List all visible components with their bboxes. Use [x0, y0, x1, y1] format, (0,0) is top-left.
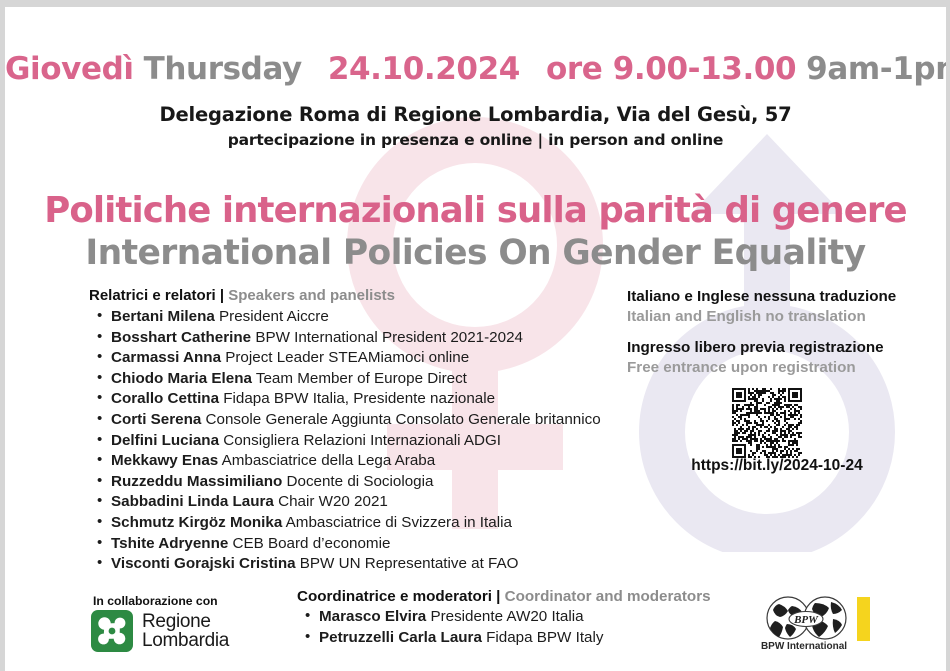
speaker-item: Mekkawy Enas Ambasciatrice della Lega Ar… [89, 450, 629, 472]
speaker-item: Corti Serena Console Generale Aggiunta C… [89, 409, 629, 431]
speaker-item: Schmutz Kirgöz Monika Ambasciatrice di S… [89, 512, 629, 534]
registration-url-link[interactable]: https://bit.ly/2024-10-24 [691, 457, 863, 474]
registration-info-section: Italiano e Inglese nessuna traduzione It… [627, 287, 927, 378]
rosa-camuna-icon [91, 610, 133, 652]
speaker-name: Delfini Luciana [111, 431, 220, 449]
event-datetime-header: Giovedì Thursday 24.10.2024 ore 9.00-13.00 9… [5, 51, 946, 87]
event-date: 24.10.2024 [327, 51, 521, 87]
speaker-role: BPW International President 2021-2024 [251, 328, 523, 346]
moderator-item: Petruzzelli Carla Laura Fidapa BPW Italy [297, 627, 737, 649]
moderators-heading-italian: Coordinatrice e moderatori | [297, 588, 501, 605]
speakers-heading-italian: Relatrici e relatori | [89, 287, 225, 304]
entrance-note-italian: Ingresso libero previa registrazione [627, 339, 884, 356]
speaker-name: Bosshart Catherine [111, 328, 252, 346]
speaker-item: Visconti Gorajski Cristina BPW UN Repres… [89, 553, 629, 575]
collaboration-label: In collaborazione con [93, 594, 218, 608]
page-title-english: International Policies On Gender Equalit… [85, 233, 866, 273]
regione-lombardia-logo: Regione Lombardia [91, 610, 229, 652]
moderator-role: Fidapa BPW Italy [481, 628, 604, 646]
bpw-international-logo: BPW [766, 596, 870, 641]
speaker-name: Visconti Gorajski Cristina [111, 555, 296, 573]
speakers-list: Bertani Milena President AiccreBosshart … [89, 306, 629, 575]
speaker-item: Bertani Milena President Aiccre [89, 306, 629, 328]
language-note-english: Italian and English no translation [627, 308, 866, 325]
speaker-role: Ambasciatrice della Lega Araba [218, 452, 436, 470]
speaker-role: Fidapa BPW Italia, Presidente nazionale [219, 390, 496, 408]
entrance-note-english: Free entrance upon registration [627, 359, 856, 376]
speaker-role: BPW UN Representative at FAO [295, 555, 519, 573]
qr-code-canvas[interactable] [732, 388, 802, 458]
speaker-item: Bosshart Catherine BPW International Pre… [89, 327, 629, 349]
bpw-monogram: BPW [793, 614, 819, 626]
moderator-name: Marasco Elvira [319, 608, 427, 625]
speaker-role: CEB Board d’economie [228, 534, 391, 552]
speaker-name: Chiodo Maria Elena [111, 369, 252, 387]
speaker-item: Ruzzeddu Massimiliano Docente di Sociolo… [89, 471, 629, 493]
speaker-role: Team Member of Europe Direct [251, 369, 467, 387]
speaker-item: Carmassi Anna Project Leader STEAMiamoci… [89, 347, 629, 369]
speaker-item: Corallo Cettina Fidapa BPW Italia, Presi… [89, 388, 629, 410]
day-label-italian: Giovedì [5, 51, 134, 87]
speaker-role: Consigliera Relazioni Internazionali ADG… [219, 431, 501, 449]
speaker-role: Console Generale Aggiunta Consolato Gene… [201, 410, 601, 428]
speakers-heading-english: Speakers and panelists [228, 287, 396, 304]
speaker-name: Carmassi Anna [111, 349, 222, 367]
page-title-italian: Politiche internazionali sulla parità di… [44, 190, 907, 231]
speaker-role: Ambasciatrice di Svizzera in Italia [282, 513, 512, 531]
speaker-item: Delfini Luciana Consigliera Relazioni In… [89, 430, 629, 452]
bpw-yellow-bar [857, 597, 870, 641]
speaker-name: Schmutz Kirgöz Monika [111, 513, 283, 531]
speaker-name: Ruzzeddu Massimiliano [111, 472, 283, 490]
speakers-heading: Relatrici e relatori | Speakers and pane… [89, 287, 629, 304]
moderators-heading-english: Coordinator and moderators [504, 588, 711, 605]
participation-mode: partecipazione in presenza e online | in… [227, 131, 724, 149]
language-note-italian: Italiano e Inglese nessuna traduzione [627, 288, 897, 305]
moderators-section: Coordinatrice e moderatori | Coordinator… [297, 588, 737, 648]
moderator-name: Petruzzelli Carla Laura [319, 628, 482, 646]
poster-page: Giovedì Thursday 24.10.2024 ore 9.00-13.00 9… [5, 7, 946, 671]
regione-lombardia-wordmark: Regione Lombardia [142, 612, 229, 650]
speaker-role: Project Leader STEAMiamoci online [221, 349, 470, 367]
moderator-item: Marasco Elvira Presidente AW20 Italia [297, 606, 737, 628]
venue-address: Delegazione Roma di Regione Lombardia, V… [159, 103, 792, 126]
day-label-english: Thursday [143, 51, 303, 87]
speaker-name: Mekkawy Enas [111, 452, 219, 470]
moderator-role: Presidente AW20 Italia [426, 608, 584, 625]
lombardia-line-2: Lombardia [142, 630, 230, 651]
event-time-english: 9am-1pm [806, 51, 946, 87]
speakers-section: Relatrici e relatori | Speakers and pane… [89, 287, 629, 575]
speaker-name: Tshite Adryenne [111, 534, 229, 552]
moderators-heading: Coordinatrice e moderatori | Coordinator… [297, 588, 737, 605]
registration-qr-code[interactable] [732, 388, 802, 458]
moderators-list: Marasco Elvira Presidente AW20 ItaliaPet… [297, 606, 737, 649]
speaker-name: Sabbadini Linda Laura [111, 493, 274, 511]
speaker-role: President Aiccre [214, 308, 329, 325]
speaker-item: Tshite Adryenne CEB Board d’economie [89, 533, 629, 555]
speaker-item: Chiodo Maria Elena Team Member of Europe… [89, 368, 629, 390]
speaker-item: Sabbadini Linda Laura Chair W20 2021 [89, 491, 629, 513]
speaker-name: Corallo Cettina [111, 390, 220, 408]
lombardia-line-1: Regione [142, 611, 211, 632]
speaker-name: Bertani Milena [111, 308, 215, 325]
speaker-name: Corti Serena [111, 410, 202, 428]
bpw-international-caption: BPW International [760, 641, 848, 652]
speaker-role: Chair W20 2021 [273, 493, 388, 511]
event-time-italian: ore 9.00-13.00 [545, 51, 797, 87]
info-spacer [627, 327, 927, 338]
speaker-role: Docente di Sociologia [282, 472, 434, 490]
